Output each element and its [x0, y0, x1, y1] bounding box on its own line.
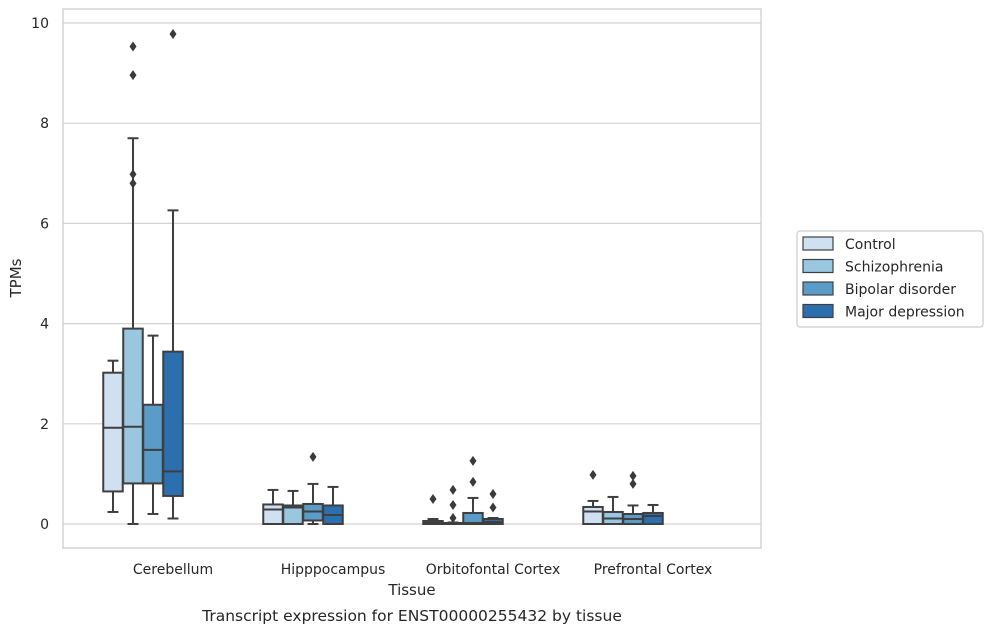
outlier-point — [469, 455, 477, 466]
outlier-point — [169, 29, 177, 40]
outlier-point — [489, 488, 497, 499]
outlier-point — [129, 41, 137, 52]
x-tick-labels: Cerebellum Hipppocampus Orbitofontal Corte… — [133, 562, 712, 578]
legend-swatch — [802, 236, 834, 251]
legend-label: Control — [845, 237, 896, 253]
outlier-point — [449, 499, 457, 510]
outlier-point — [489, 502, 497, 513]
outlier-point — [469, 476, 477, 487]
box-4-4 — [642, 503, 664, 526]
outlier-point — [129, 169, 137, 180]
box-iqr — [142, 403, 164, 485]
box-3-1 — [422, 493, 444, 526]
box-iqr — [102, 371, 124, 493]
outlier-point — [309, 451, 317, 462]
box-iqr — [642, 511, 664, 526]
y-tick-label: 10 — [31, 16, 49, 32]
y-tick-label: 4 — [40, 317, 49, 333]
outlier-point — [129, 70, 137, 81]
x-tick-label: Hipppocampus — [281, 562, 386, 578]
legend-label: Major depression — [845, 305, 965, 321]
box-iqr — [262, 503, 284, 525]
box-iqr — [582, 505, 604, 526]
box-1-1 — [102, 359, 124, 513]
outlier-point — [449, 484, 457, 495]
outlier-point — [589, 469, 597, 480]
box-groups — [102, 29, 664, 526]
outlier-point — [629, 470, 637, 481]
legend-frame — [796, 230, 984, 328]
box-1-4 — [162, 29, 184, 520]
plot-frame — [62, 8, 762, 549]
legend-label: Schizophrenia — [845, 260, 943, 276]
outlier-point — [129, 178, 137, 189]
x-tick-label: Orbitofontal Cortex — [426, 562, 561, 578]
box-iqr — [122, 327, 144, 485]
x-tick-label: Prefrontal Cortex — [594, 562, 713, 578]
box-2-1 — [262, 488, 284, 525]
box-iqr — [162, 350, 184, 497]
legend: Control Schizophrenia Bipolar disorder Majo… — [796, 230, 984, 328]
legend-swatch — [802, 303, 834, 319]
x-tick-label: Cerebellum — [133, 562, 213, 578]
legend-swatch — [802, 258, 834, 274]
legend-swatch — [802, 281, 834, 296]
y-axis-label: TPMs — [7, 258, 25, 298]
y-tick-labels: 0 2 4 6 8 10 — [31, 16, 49, 533]
box-1-3 — [142, 334, 164, 515]
y-tick-label: 6 — [40, 216, 49, 232]
figure-caption: Transcript expression for ENST0000025543… — [201, 607, 622, 625]
box-1-2 — [122, 41, 144, 525]
legend-label: Bipolar disorder — [845, 282, 956, 298]
box-3-3 — [462, 455, 484, 526]
x-axis-label: Tissue — [387, 581, 435, 599]
box-3-4 — [482, 488, 504, 525]
y-tick-label: 2 — [40, 417, 49, 433]
outlier-point — [629, 478, 637, 489]
outlier-point — [449, 512, 457, 523]
box-2-4 — [322, 485, 344, 526]
y-tick-label: 0 — [40, 517, 49, 533]
outlier-point — [429, 493, 437, 504]
box-4-2 — [602, 495, 624, 526]
y-tick-label: 8 — [40, 116, 49, 132]
box-4-3 — [622, 470, 644, 525]
